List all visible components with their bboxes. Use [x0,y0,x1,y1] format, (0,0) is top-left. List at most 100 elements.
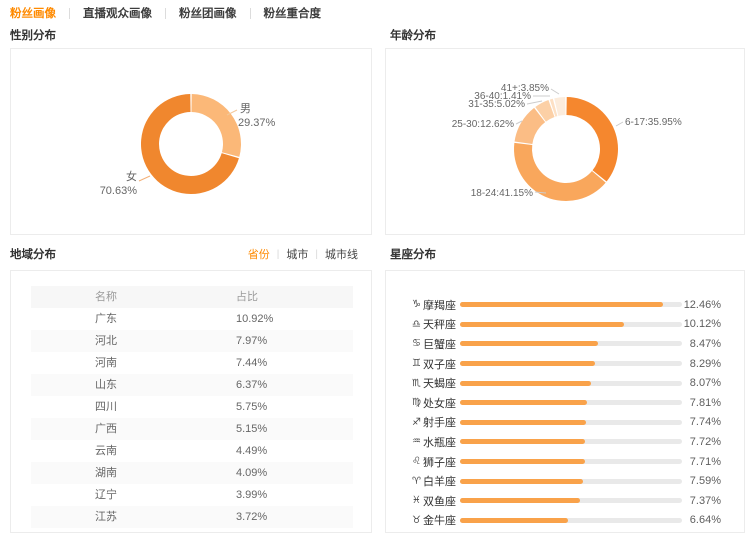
donut-label: 41+:3.85% [501,83,549,94]
bar-fill [460,517,568,523]
zodiac-row: ♉ 金牛座 6.64% [386,511,744,531]
region-name: 广东 [95,313,117,325]
zodiac-label: ♋ 巨蟹座 [386,336,460,352]
bar-value: 7.81% [689,396,721,409]
aries-icon: ♈ [412,475,421,487]
bar-fill [460,380,592,386]
region-share: 4.49% [236,445,268,457]
region-share: 6.37% [236,379,268,391]
region-share: 7.44% [236,357,268,369]
bar-track [460,478,682,484]
zodiac-label: ♑ 摩羯座 [386,297,460,313]
region-name: 山东 [95,379,117,391]
table-row: 河北 7.97% [31,330,353,352]
bar-fill [460,498,580,504]
gender-section-title: 性别分布 [10,30,56,42]
region-name: 河南 [95,357,117,369]
donut-label: 36-40:1.41% [474,91,531,102]
bar-fill [460,400,587,406]
bar-value: 7.74% [689,416,721,429]
tab-divider [249,7,251,19]
bar-track [460,498,682,504]
donut-segment [191,94,241,157]
nav-tab-4[interactable]: 粉丝重合度 [263,8,322,20]
cancer-icon: ♋ [412,338,421,350]
region-name: 广西 [95,423,117,435]
zodiac-name: 金牛座 [422,515,456,528]
table-row: 湖南 4.09% [31,462,353,484]
zodiac-section-title: 星座分布 [390,249,436,261]
bar-value: 8.29% [689,357,721,370]
zodiac-label: ♐ 射手座 [386,414,460,430]
zodiac-name: 狮子座 [422,456,456,469]
aquarius-icon: ♒ [412,436,421,448]
zodiac-row: ♊ 双子座 8.29% [386,354,744,374]
donut-label: 29.37% [238,117,276,129]
donut-segment [514,107,546,145]
scorpio-icon: ♏ [412,377,421,389]
age-chart-panel: 6-17:35.95% 18-24:41.15% 25-30:12.62% 31-35… [385,48,745,235]
donut-segment [549,98,558,117]
zodiac-row: ♌ 狮子座 7.71% [386,452,744,472]
nav-tab-2[interactable]: 直播观众画像 [83,8,152,20]
bar-track [460,341,682,347]
zodiac-label: ♓ 双鱼座 [386,493,460,509]
table-row: 广西 5.15% [31,418,353,440]
donut-segment [535,100,555,122]
donut-label: 70.63% [100,185,138,197]
bar-value: 7.71% [689,455,721,468]
bar-fill [460,478,584,484]
gender-chart-panel: 男 29.37% 女 70.63% [10,48,372,235]
region-tab-2[interactable]: 城市 [286,249,309,261]
zodiac-row: ♈ 白羊座 7.59% [386,471,744,491]
region-name: 辽宁 [95,489,117,501]
zodiac-row: ♒ 水瓶座 7.72% [386,432,744,452]
zodiac-label: ♈ 白羊座 [386,473,460,489]
region-share: 7.97% [236,335,268,347]
tab-divider: | [276,248,280,260]
zodiac-label: ♌ 狮子座 [386,454,460,470]
zodiac-name: 双子座 [422,358,456,371]
donut-label: 25-30:12.62% [452,119,514,130]
region-share: 5.75% [236,401,268,413]
zodiac-label: ♍ 处女座 [386,395,460,411]
zodiac-row: ♑ 摩羯座 12.46% [386,295,744,315]
region-tab-1[interactable]: 省份 [247,249,270,261]
bar-fill [460,341,598,347]
zodiac-row: ♎ 天秤座 10.12% [386,315,744,335]
zodiac-name: 巨蟹座 [422,338,456,351]
region-tab-3[interactable]: 城市线 [325,249,358,261]
donut-label: 18-24:41.15% [471,188,533,199]
bar-value: 12.46% [683,298,721,311]
nav-tab-3[interactable]: 粉丝团画像 [179,8,237,20]
region-granularity-tabs: 省份 | 城市 | 城市线 [10,246,365,262]
bar-track [460,302,682,308]
region-share: 3.72% [236,511,268,523]
zodiac-label: ♊ 双子座 [386,356,460,372]
label-line [226,109,238,116]
region-share: 4.09% [236,467,268,479]
bar-track [460,517,682,523]
bar-value: 8.47% [689,337,721,350]
donut-segment [566,97,619,182]
gemini-icon: ♊ [412,358,421,370]
virgo-icon: ♍ [412,397,421,409]
donut-segment [140,94,239,194]
zodiac-name: 水瓶座 [422,436,456,449]
zodiac-row: ♐ 射手座 7.74% [386,413,744,433]
libra-icon: ♎ [412,318,421,330]
leo-icon: ♌ [412,456,421,468]
bar-fill [460,419,586,425]
region-section-title: 地域分布 [10,249,56,261]
region-table: 名称 占比 广东 10.92% 河北 7.97% 河南 7.44% 山东 6.37% 四川 5.75%… [31,286,353,528]
donut-segment [513,142,606,202]
nav-tab-1[interactable]: 粉丝画像 [10,8,56,20]
zodiac-label: ♒ 水瓶座 [386,434,460,450]
bar-fill [460,302,663,308]
zodiac-name: 白羊座 [422,476,456,489]
donut-label: 男 [240,103,251,115]
zodiac-row: ♋ 巨蟹座 8.47% [386,334,744,354]
region-name: 云南 [95,445,117,457]
table-row: 辽宁 3.99% [31,484,353,506]
